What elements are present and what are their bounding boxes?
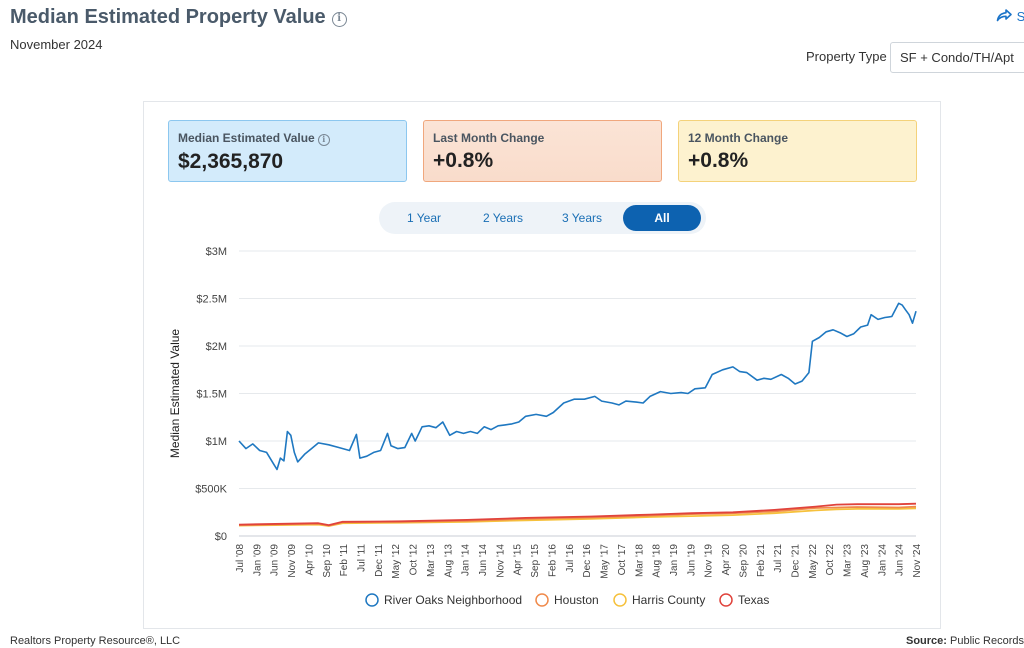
x-tick-label: Oct '17 <box>617 544 628 576</box>
x-tick-label: Aug '13 <box>443 544 454 578</box>
source-label: Source: <box>906 635 947 647</box>
page-title-text: Median Estimated Property Value <box>10 6 326 28</box>
x-tick-label: Nov '09 <box>287 544 298 578</box>
kpi-label: Last Month Change <box>433 131 545 145</box>
range-tabs: 1 Year 2 Years 3 Years All <box>379 202 706 234</box>
share-label: S <box>1016 9 1024 24</box>
y-tick-label: $1.5M <box>196 389 227 401</box>
legend-marker <box>719 593 733 607</box>
x-tick-label: Nov '19 <box>704 544 715 578</box>
legend-label: Texas <box>738 593 769 607</box>
kpi-12-month-change: 12 Month Change +0.8% <box>678 120 917 182</box>
x-tick-label: Jun '14 <box>478 544 489 576</box>
property-type-select[interactable]: SF + Condo/TH/Apt <box>890 42 1024 73</box>
x-tick-label: Mar '23 <box>843 544 854 577</box>
kpi-value: $2,365,870 <box>178 150 284 173</box>
share-icon <box>996 9 1012 22</box>
y-tick-label: $2.5M <box>196 294 227 306</box>
kpi-label: 12 Month Change <box>688 131 789 145</box>
legend-marker <box>535 593 549 607</box>
x-tick-label: Jan '09 <box>252 544 263 576</box>
legend-label: River Oaks Neighborhood <box>384 593 522 607</box>
x-tick-label: Apr '20 <box>721 544 732 576</box>
line-chart: $0 $500K $1M $1.5M $2M $2.5M $3M Median Estimat… <box>168 246 923 607</box>
page-title: Median Estimated Property Value i <box>10 6 347 29</box>
x-tick-label: Jun '24 <box>895 544 906 576</box>
x-tick-label: Nov '24 <box>912 544 923 578</box>
legend-label: Harris County <box>632 593 705 607</box>
x-tick-label: Dec '11 <box>374 544 385 577</box>
page-subtitle: November 2024 <box>10 37 103 52</box>
x-tick-label: Jul '08 <box>235 544 246 573</box>
x-tick-label: Jul '16 <box>565 544 576 573</box>
x-tick-label: Jul '21 <box>773 544 784 573</box>
kpi-median-value: Median Estimated Value i $2,365,870 <box>168 120 407 182</box>
x-tick-label: Apr '10 <box>304 544 315 576</box>
chart-card: Median Estimated Value i $2,365,870 Last … <box>143 101 941 629</box>
x-tick-label: Jan '14 <box>461 544 472 576</box>
x-tick-label: May '22 <box>808 544 819 579</box>
legend-marker <box>365 593 379 607</box>
source-value: Public Records ar <box>950 635 1024 647</box>
legend-label: Houston <box>554 593 599 607</box>
x-tick-label: Dec '16 <box>582 544 593 578</box>
x-tick-label: Apr '15 <box>513 544 524 576</box>
series-line-texas <box>238 502 917 526</box>
kpi-label: Median Estimated Value <box>178 131 315 145</box>
tab-all[interactable]: All <box>623 205 701 231</box>
x-tick-label: Sep '20 <box>738 544 749 578</box>
info-icon[interactable]: i <box>331 12 347 27</box>
kpi-value: +0.8% <box>433 149 494 172</box>
x-tick-label: Sep '15 <box>530 544 541 578</box>
property-type-label: Property Type <box>806 49 887 64</box>
x-tick-label: Oct '12 <box>409 544 420 576</box>
x-tick-label: Oct '22 <box>825 544 836 576</box>
x-tick-label: Jun '09 <box>270 544 281 576</box>
tab-2-years[interactable]: 2 Years <box>482 211 524 225</box>
y-tick-label: $3M <box>206 246 227 258</box>
y-axis-label: Median Estimated Value <box>168 329 182 459</box>
tab-1-year[interactable]: 1 Year <box>406 211 442 225</box>
x-tick-label: Jun '19 <box>686 544 697 576</box>
y-tick-label: $500K <box>195 484 227 496</box>
x-tick-label: Dec '21 <box>790 544 801 578</box>
y-tick-label: $2M <box>206 341 227 353</box>
info-icon[interactable]: i <box>317 134 330 146</box>
x-tick-label: Feb '21 <box>756 544 767 577</box>
share-button[interactable]: S <box>995 8 1024 24</box>
kpi-value: +0.8% <box>688 149 749 172</box>
x-tick-label: Mar '18 <box>634 544 645 577</box>
footer-brand: Realtors Property Resource®, LLC <box>10 635 181 647</box>
x-tick-label: Jul '11 <box>357 544 368 572</box>
x-tick-label: Jan '19 <box>669 544 680 576</box>
x-tick-label: Nov '14 <box>495 544 506 578</box>
x-tick-label: May '12 <box>391 544 402 579</box>
tab-3-years[interactable]: 3 Years <box>561 211 603 225</box>
footer-source: Source: Public Records ar <box>906 635 1024 647</box>
y-tick-label: $0 <box>215 531 227 543</box>
x-tick-label: Mar '13 <box>426 544 437 577</box>
series-line-river-oaks-neighborhood <box>238 302 917 471</box>
x-tick-label: Feb '11 <box>339 544 350 577</box>
y-tick-label: $1M <box>206 436 227 448</box>
kpi-last-month-change: Last Month Change +0.8% <box>423 120 662 182</box>
x-tick-label: Aug '23 <box>860 544 871 578</box>
x-tick-label: May '17 <box>600 544 611 579</box>
x-tick-label: Aug '18 <box>652 544 663 578</box>
x-tick-label: Jan '24 <box>877 544 888 576</box>
legend-marker <box>613 593 627 607</box>
x-tick-label: Sep '10 <box>322 544 333 578</box>
x-tick-label: Feb '16 <box>547 544 558 577</box>
